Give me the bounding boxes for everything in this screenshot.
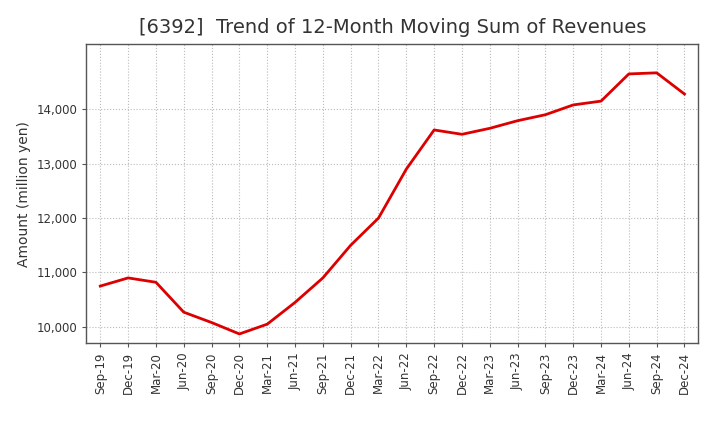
Title: [6392]  Trend of 12-Month Moving Sum of Revenues: [6392] Trend of 12-Month Moving Sum of R… — [139, 18, 646, 37]
Y-axis label: Amount (million yen): Amount (million yen) — [17, 121, 31, 267]
